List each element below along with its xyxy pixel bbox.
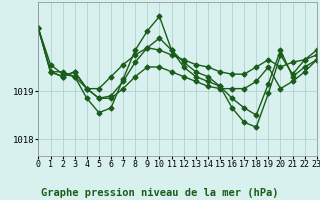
Text: Graphe pression niveau de la mer (hPa): Graphe pression niveau de la mer (hPa) — [41, 188, 279, 198]
